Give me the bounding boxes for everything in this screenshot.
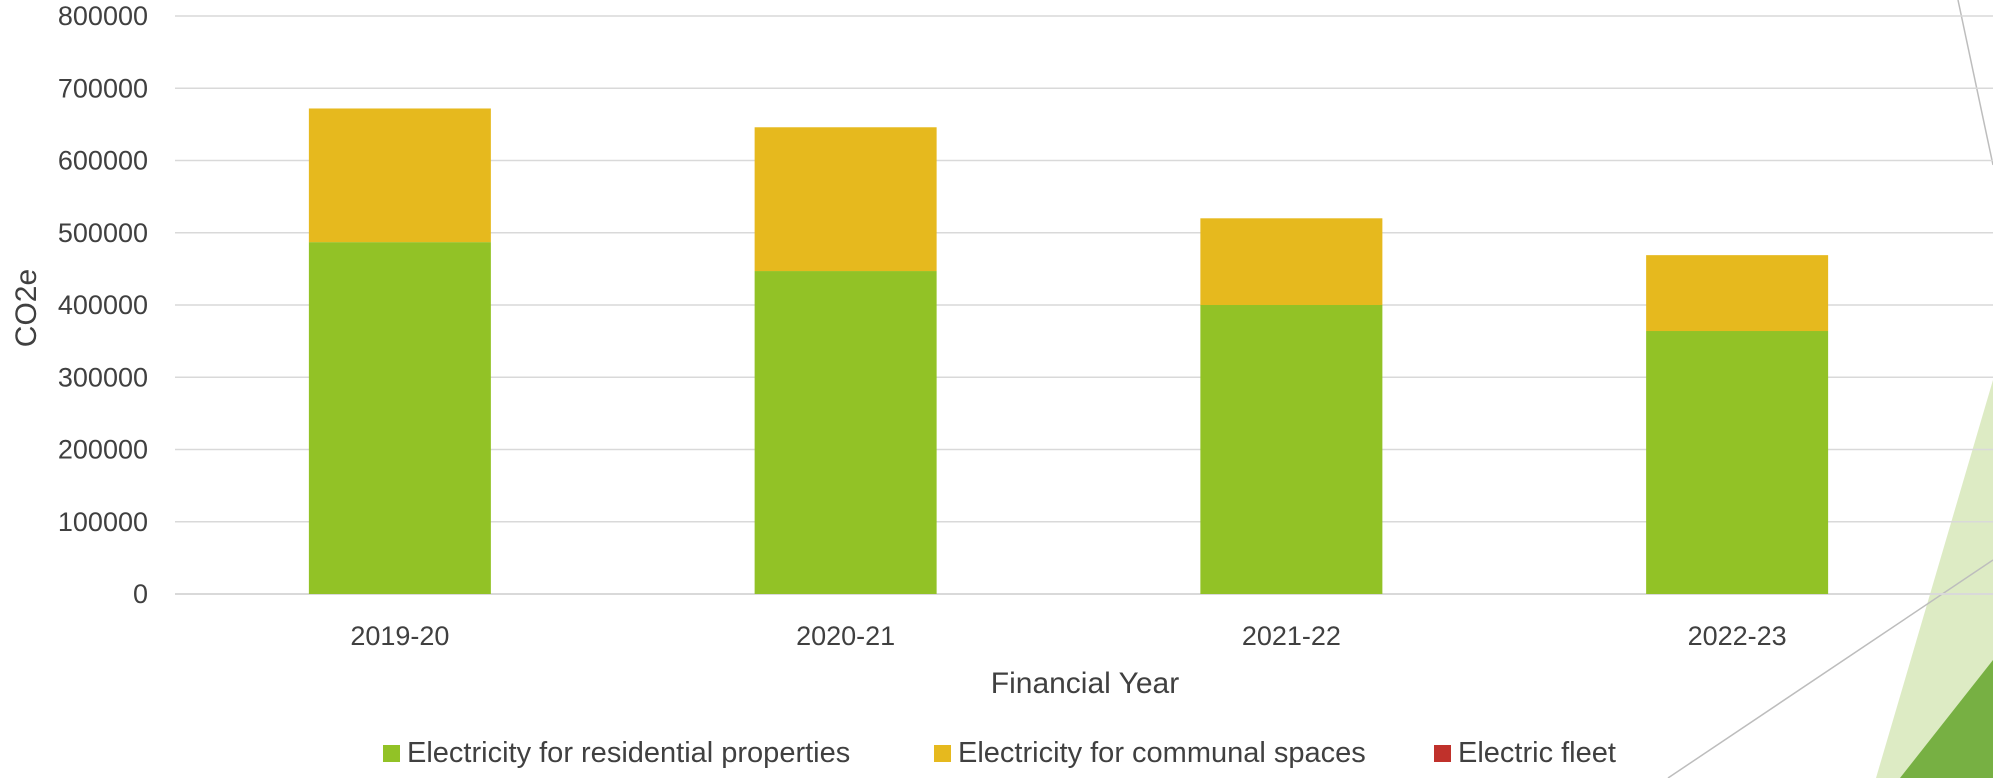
x-tick-label: 2022-23: [1688, 621, 1787, 651]
decor-line: [1667, 559, 1993, 778]
legend-swatch: [934, 745, 951, 762]
y-tick-label: 400000: [58, 290, 148, 320]
y-axis-ticks: 0 100000 200000 300000 400000 500000 600000 700…: [58, 1, 148, 609]
x-tick-label: 2020-21: [796, 621, 895, 651]
bar-segment: [1200, 305, 1383, 594]
x-tick-label: 2019-20: [350, 621, 449, 651]
legend: Electricity for residential properties El…: [383, 737, 1616, 769]
legend-swatch: [383, 745, 400, 762]
decor-light-triangle: [1876, 380, 1993, 778]
y-tick-label: 0: [133, 579, 148, 609]
y-tick-label: 600000: [58, 146, 148, 176]
bar-segment: [308, 242, 491, 594]
y-tick-label: 500000: [58, 218, 148, 248]
bar-segment: [308, 108, 491, 243]
legend-label: Electric fleet: [1458, 737, 1616, 769]
bar-segment: [754, 127, 937, 272]
y-tick-label: 100000: [58, 507, 148, 537]
y-tick-label: 700000: [58, 73, 148, 103]
decor-dark-triangle: [1900, 660, 1993, 778]
bar-segment: [1200, 218, 1383, 305]
bars: [308, 108, 1829, 594]
bar-segment: [754, 271, 937, 594]
legend-swatch: [1434, 745, 1451, 762]
slide-decoration: [1667, 0, 1993, 778]
bar-segment: [1646, 331, 1829, 594]
decor-line: [1957, 0, 1993, 166]
bar-segment: [1646, 255, 1829, 332]
x-axis-title: Financial Year: [991, 667, 1179, 700]
y-tick-label: 800000: [58, 1, 148, 31]
x-tick-label: 2021-22: [1242, 621, 1341, 651]
legend-label: Electricity for communal spaces: [958, 737, 1366, 769]
y-tick-label: 200000: [58, 435, 148, 465]
x-axis-ticks: 2019-20 2020-21 2021-22 2022-23: [350, 621, 1786, 651]
y-tick-label: 300000: [58, 362, 148, 392]
legend-label: Electricity for residential properties: [407, 737, 850, 769]
y-axis-title: CO2e: [10, 269, 43, 347]
